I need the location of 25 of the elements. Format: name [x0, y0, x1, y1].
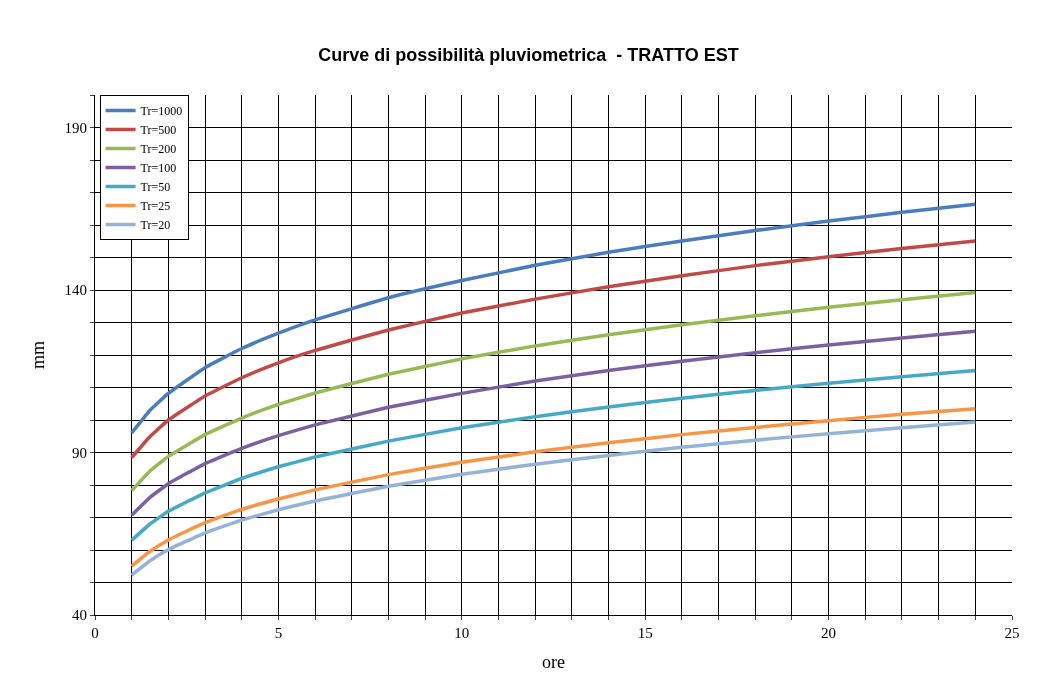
legend-label: Tr=200 — [140, 142, 177, 157]
line-series — [129, 202, 978, 435]
chart-title: Curve di possibilità pluviometrica - TRATTO EST — [318, 45, 739, 66]
line-series — [129, 329, 978, 517]
legend-label: Tr=50 — [140, 180, 171, 195]
y-tick-label: 140 — [64, 282, 87, 299]
x-tick-label: 0 — [91, 625, 99, 641]
x-tick-label: 10 — [454, 625, 470, 641]
legend-label: Tr=20 — [140, 218, 171, 233]
x-tick-label: 15 — [637, 625, 653, 641]
x-tick-label: 20 — [821, 625, 837, 641]
y-tick-label: 90 — [72, 444, 87, 461]
line-series — [129, 239, 978, 460]
legend-label: Tr=100 — [140, 161, 177, 176]
y-tick-label: 40 — [72, 607, 87, 624]
y-axis-title: mm — [27, 340, 48, 370]
legend-label: Tr=1000 — [140, 104, 183, 119]
legend-label: Tr=25 — [140, 199, 171, 214]
legend-label: Tr=500 — [140, 123, 177, 138]
x-tick-label: 25 — [1004, 625, 1020, 641]
x-axis-title: ore — [542, 652, 565, 673]
y-tick-label: 190 — [64, 119, 87, 136]
line-series — [129, 290, 978, 493]
x-tick-label: 5 — [274, 625, 283, 641]
line-series — [129, 368, 978, 542]
